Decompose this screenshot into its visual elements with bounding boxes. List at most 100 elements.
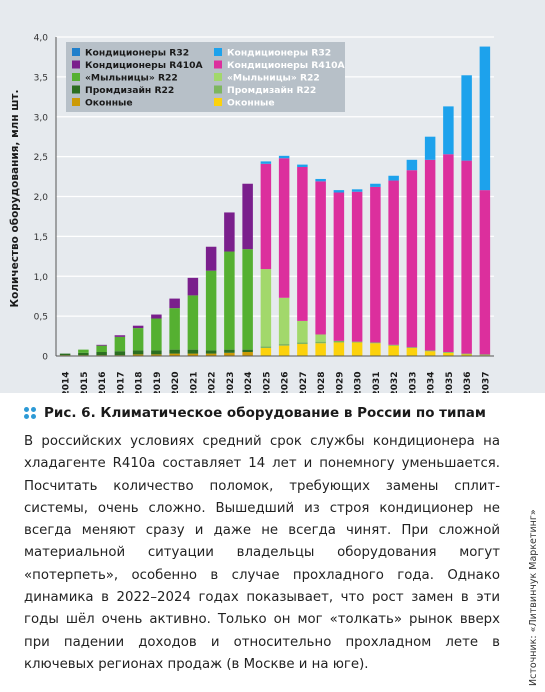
bar-segment	[151, 314, 162, 319]
legend-swatch	[214, 60, 222, 69]
legend-swatch	[214, 73, 222, 81]
bar-segment	[406, 348, 418, 356]
bar-segment	[479, 190, 491, 355]
legend-swatch	[214, 98, 222, 106]
stacked-bar-chart: 0 0,5 1,0 1,5 2,0 2,5 3,0 3,5 4,0 Количество обор…	[9, 34, 494, 393]
bar-segment	[351, 191, 363, 342]
bar-segment	[315, 343, 326, 356]
bar-segment	[406, 159, 418, 171]
legend-swatch	[214, 48, 222, 56]
bar-segment	[424, 136, 436, 160]
bar-segment	[370, 343, 381, 356]
bar-segment	[351, 342, 363, 356]
x-tick-label: 2027	[299, 371, 309, 393]
bar-segment	[260, 346, 272, 349]
bar-segment	[424, 351, 436, 356]
bar-segment	[424, 350, 436, 352]
x-tick-label: 2028	[317, 371, 327, 393]
bar-segment	[315, 334, 326, 342]
bar-segment	[132, 325, 144, 329]
legend-label: Оконные	[85, 98, 133, 109]
bar-segment	[151, 350, 162, 355]
bar-segment	[461, 354, 472, 356]
x-tick-label: 2021	[189, 371, 199, 393]
x-tick-label: 2020	[171, 371, 181, 393]
figure-caption: Рис. 6. Климатическое оборудование в Рос…	[44, 405, 486, 421]
bar-segment	[205, 353, 217, 356]
x-tick-label: 2029	[335, 371, 345, 393]
legend-box	[66, 42, 345, 112]
x-tick-label: 2016	[98, 371, 108, 393]
bar-segment	[224, 349, 235, 353]
bar-segment	[479, 354, 491, 356]
legend-label: Оконные	[227, 98, 275, 109]
bar-segment	[242, 183, 253, 250]
bar-segment	[114, 351, 126, 356]
bar-segment	[132, 328, 144, 351]
x-tick-label: 2026	[281, 371, 291, 393]
x-tick-label: 2035	[445, 371, 455, 393]
y-tick-label: 2,0	[34, 193, 49, 203]
legend-swatch	[72, 48, 80, 56]
bar-segment	[315, 178, 326, 182]
bar-segment	[424, 159, 436, 351]
legend-label: Кондиционеры R32	[227, 48, 331, 59]
figure-caption-row: Рис. 6. Климатическое оборудование в Рос…	[24, 402, 524, 424]
bar-segment	[205, 246, 217, 271]
article-paragraph: В российских условиях средний срок служб…	[24, 434, 500, 672]
bar-segment	[315, 341, 326, 344]
legend-swatch	[214, 85, 222, 94]
bar-segment	[278, 344, 290, 346]
bar-segment	[406, 347, 418, 349]
legend-label: «Мыльницы» R22	[85, 73, 178, 84]
bar-segment	[187, 295, 199, 350]
x-tick-label: 2017	[116, 371, 126, 393]
bar-segment	[443, 154, 454, 353]
bar-segment	[187, 349, 199, 354]
bar-segment	[187, 353, 199, 356]
bar-segment	[132, 354, 144, 356]
y-tick-label: 3,5	[34, 73, 48, 83]
bar-segment	[406, 170, 418, 348]
bar-segment	[333, 340, 345, 343]
bar-segment	[151, 354, 162, 356]
bar-segment	[297, 166, 308, 321]
bar-segment	[370, 186, 381, 343]
bar-segment	[205, 270, 217, 351]
y-axis-title: Количество оборудования, млн шт.	[9, 90, 21, 308]
x-tick-label: 2034	[427, 371, 437, 393]
bar-segment	[443, 352, 454, 356]
bar-segment	[370, 342, 381, 344]
legend-swatch	[72, 98, 80, 106]
x-tick-label: 2037	[481, 371, 491, 393]
bar-segment	[443, 106, 454, 155]
bar-segment	[169, 308, 180, 350]
bar-segment	[333, 190, 345, 193]
bar-segment	[297, 164, 308, 167]
bar-segment	[370, 183, 381, 187]
chart-panel: 0 0,5 1,0 1,5 2,0 2,5 3,0 3,5 4,0 Количество обор…	[0, 0, 545, 393]
x-tick-label: 2036	[463, 371, 473, 393]
bar-segment	[78, 352, 89, 356]
bar-segment	[388, 180, 399, 345]
bar-segment	[114, 336, 126, 352]
legend-label: Промдизайн R22	[227, 85, 316, 96]
bar-segment	[297, 320, 308, 343]
x-tick-label: 2024	[244, 371, 254, 393]
bar-segment	[297, 342, 308, 345]
y-tick-label: 1,0	[34, 273, 49, 283]
x-tick-label: 2019	[153, 371, 163, 393]
x-tick-label: 2018	[135, 371, 145, 393]
bar-segment	[278, 158, 290, 298]
bar-segment	[351, 341, 363, 343]
bar-segment	[242, 249, 253, 350]
bar-segment	[479, 46, 491, 191]
bar-segment	[187, 277, 199, 296]
bar-segment	[260, 161, 272, 164]
legend-label: «Мыльницы» R22	[227, 73, 320, 84]
bar-segment	[169, 349, 180, 354]
x-tick-label: 2032	[390, 371, 400, 393]
x-tick-label: 2022	[208, 371, 218, 393]
bar-segment	[114, 335, 126, 337]
bar-segment	[443, 352, 454, 353]
